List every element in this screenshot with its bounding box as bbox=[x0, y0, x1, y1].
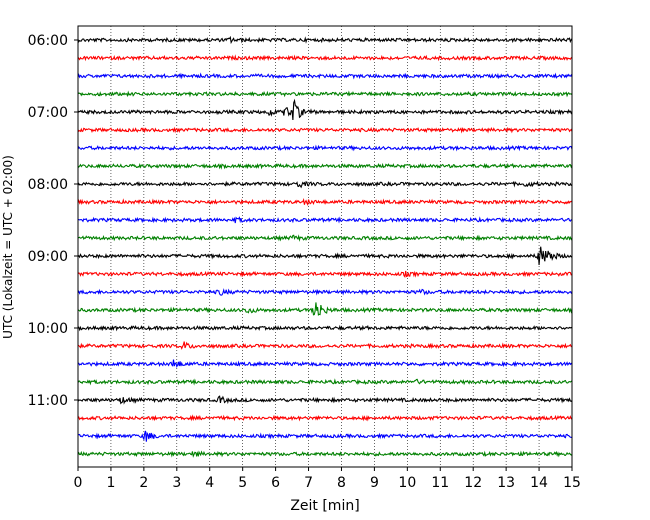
plot-border bbox=[77, 25, 573, 468]
x-tick-label: 2 bbox=[139, 475, 148, 491]
trace-line bbox=[77, 414, 573, 422]
trace-line bbox=[77, 90, 573, 98]
x-tick-label: 6 bbox=[271, 475, 280, 491]
plot-frame bbox=[78, 26, 572, 467]
x-tick-label: 9 bbox=[370, 475, 379, 491]
trace-line bbox=[77, 359, 573, 368]
trace-line bbox=[77, 246, 573, 265]
y-tick-label: 07:00 bbox=[28, 105, 68, 121]
trace-line bbox=[77, 450, 573, 458]
trace-line bbox=[77, 430, 573, 442]
y-axis: 06:00 07:00 08:00 09:00 10:00 11:00 bbox=[28, 33, 78, 409]
trace-group bbox=[77, 35, 573, 458]
y-axis-title: UTC (Lokalzeit = UTC + 02:00) bbox=[1, 155, 15, 339]
x-tick-label: 4 bbox=[205, 475, 214, 491]
x-tick-label: 1 bbox=[106, 475, 115, 491]
x-tick-label: 0 bbox=[74, 475, 83, 491]
x-tick-label: 15 bbox=[563, 475, 581, 491]
x-tick-label: 10 bbox=[398, 475, 416, 491]
x-tick-label: 12 bbox=[464, 475, 482, 491]
trace-line bbox=[77, 35, 573, 45]
trace-line bbox=[77, 378, 573, 386]
trace-line bbox=[77, 180, 573, 189]
x-tick-label: 5 bbox=[238, 475, 247, 491]
trace-line bbox=[77, 341, 573, 350]
x-tick-label: 8 bbox=[337, 475, 346, 491]
y-tick-label: 06:00 bbox=[28, 33, 68, 49]
trace-line bbox=[77, 234, 573, 242]
x-axis-title: Zeit [min] bbox=[290, 498, 359, 514]
y-tick-label: 11:00 bbox=[28, 393, 68, 409]
x-tick-label: 7 bbox=[304, 475, 313, 491]
trace-line bbox=[77, 72, 573, 80]
trace-line bbox=[77, 216, 573, 224]
trace-line bbox=[77, 270, 573, 279]
trace-line bbox=[77, 288, 573, 296]
x-tick-label: 13 bbox=[497, 475, 515, 491]
trace-line bbox=[77, 395, 573, 405]
x-tick-label: 11 bbox=[431, 475, 449, 491]
trace-line bbox=[77, 302, 573, 316]
trace-line bbox=[77, 162, 573, 170]
trace-line bbox=[77, 324, 573, 332]
trace-line bbox=[77, 126, 573, 134]
trace-line bbox=[77, 98, 573, 120]
trace-line bbox=[77, 144, 573, 152]
x-tick-label: 3 bbox=[172, 475, 181, 491]
trace-line bbox=[77, 197, 573, 206]
trace-line bbox=[77, 54, 573, 62]
x-tick-label: 14 bbox=[530, 475, 548, 491]
x-axis: 0 1 2 3 4 5 6 7 8 9 10 11 12 13 14 15 bbox=[74, 467, 581, 491]
y-tick-label: 10:00 bbox=[28, 321, 68, 337]
y-tick-label: 08:00 bbox=[28, 177, 68, 193]
y-tick-label: 09:00 bbox=[28, 249, 68, 265]
